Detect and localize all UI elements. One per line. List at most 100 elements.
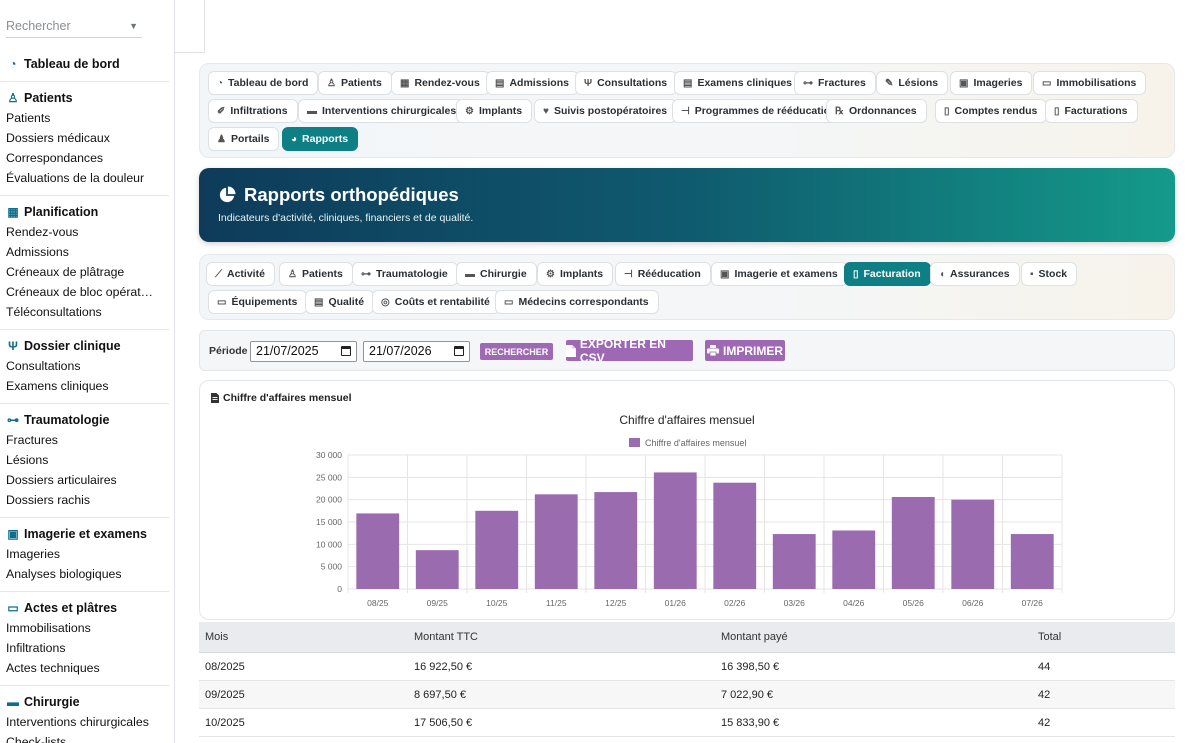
nav-tab[interactable]: ♟ Portails bbox=[208, 127, 280, 151]
report-tabs: ⟋ Activité ♙ Patients ⊶ Traumatologie ▬ Chirurg… bbox=[199, 254, 1175, 320]
table-row: 10/2025 17 506,50 € 15 833,90 € 42 bbox=[199, 709, 1175, 737]
page-subtitle: Indicateurs d'activité, cliniques, finan… bbox=[218, 212, 474, 224]
nav-tab[interactable]: Ψ Consultations bbox=[575, 71, 678, 95]
nav-tab[interactable]: ▤ Qualité bbox=[305, 290, 375, 314]
nav-tab-label: Interventions chirurgicales bbox=[322, 105, 457, 117]
monitor-icon: ▭ bbox=[217, 296, 227, 308]
nav-tab[interactable]: ⊣ Rééducation bbox=[615, 262, 711, 286]
sidebar-item[interactable]: Lésions bbox=[6, 453, 49, 467]
nav-tab[interactable]: ▤ Admissions bbox=[486, 71, 579, 95]
sidebar-item[interactable]: Dossiers médicaux bbox=[6, 131, 110, 145]
nav-tab[interactable]: ◕ Rapports bbox=[282, 127, 359, 151]
nav-tab[interactable]: ▬ Interventions chirurgicales bbox=[298, 99, 467, 123]
nav-tab[interactable]: ⟋ Activité bbox=[206, 262, 275, 286]
nav-tab[interactable]: ♥ Suivis postopératoires bbox=[534, 99, 678, 123]
sidebar-item[interactable]: Check-lists bbox=[6, 735, 67, 743]
coins-icon: ◎ bbox=[381, 296, 390, 308]
sidebar-item[interactable]: Créneaux de plâtrage bbox=[6, 265, 125, 279]
chevron-down-icon[interactable]: ▼ bbox=[129, 21, 138, 31]
x-tick-label: 01/26 bbox=[665, 598, 687, 608]
nav-tab[interactable]: ▭ Immobilisations bbox=[1033, 71, 1147, 95]
x-tick-label: 06/26 bbox=[962, 598, 984, 608]
nav-tab[interactable]: ▭ Équipements bbox=[208, 290, 308, 314]
nav-tab[interactable]: ▯ Facturations bbox=[1045, 99, 1138, 123]
nav-tab-label: Suivis postopératoires bbox=[553, 105, 668, 117]
nav-tab-label: Lésions bbox=[898, 77, 939, 89]
nav-tab[interactable]: ▣ Imageries bbox=[950, 71, 1033, 95]
sidebar-section-header[interactable]: ▦ Planification bbox=[0, 202, 169, 222]
print-button[interactable]: IMPRIMER bbox=[705, 340, 785, 361]
sidebar-section-header[interactable]: ▭ Actes et plâtres bbox=[0, 598, 169, 618]
search-button[interactable]: RECHERCHER bbox=[480, 343, 553, 360]
nav-tab[interactable]: ♙ Patients bbox=[318, 71, 392, 95]
table-header-cell[interactable]: Mois bbox=[205, 631, 229, 643]
file-csv-icon bbox=[566, 344, 576, 357]
sidebar-section-header[interactable]: Ψ Dossier clinique bbox=[0, 336, 169, 356]
sidebar-item[interactable]: Interventions chirurgicales bbox=[6, 715, 149, 729]
nav-tab[interactable]: ℞ Ordonnances bbox=[826, 99, 927, 123]
nav-tab[interactable]: ▪ Stock bbox=[1021, 262, 1078, 286]
bar bbox=[415, 550, 459, 589]
sidebar-item[interactable]: Admissions bbox=[6, 245, 69, 259]
nav-tab[interactable]: ▦ Rendez-vous bbox=[391, 71, 490, 95]
nav-tab[interactable]: ▤ Examens cliniques bbox=[674, 71, 802, 95]
sidebar-item[interactable]: Actes techniques bbox=[6, 661, 100, 675]
search-input[interactable]: Rechercher ▼ bbox=[6, 15, 142, 38]
sidebar-section-header[interactable]: ♙ Patients bbox=[0, 88, 169, 108]
nav-tab[interactable]: ⊶ Traumatologie bbox=[352, 262, 458, 286]
sidebar-item[interactable]: Rendez-vous bbox=[6, 225, 79, 239]
sidebar-item[interactable]: Téléconsultations bbox=[6, 305, 102, 319]
nav-tab[interactable]: ⚙ Implants bbox=[537, 262, 614, 286]
sidebar-item[interactable]: Immobilisations bbox=[6, 621, 91, 635]
nav-tab[interactable]: ⊶ Fractures bbox=[794, 71, 876, 95]
sidebar-section-header[interactable]: ◔ Tableau de bord bbox=[0, 54, 169, 74]
nav-tab[interactable]: ▯ Comptes rendus bbox=[935, 99, 1048, 123]
chart-line-icon: ⟋ bbox=[215, 268, 222, 280]
nav-tab[interactable]: ▭ Médecins correspondants bbox=[495, 290, 659, 314]
nav-tab[interactable]: ▬ Chirurgie bbox=[456, 262, 537, 286]
nav-tab[interactable]: ◖ Assurances bbox=[930, 262, 1020, 286]
nav-tab-label: Assurances bbox=[950, 268, 1010, 280]
table-header-cell[interactable]: Total bbox=[1038, 631, 1062, 643]
bed-icon: ▬ bbox=[7, 695, 19, 709]
date-from-input[interactable]: 21/07/2025 bbox=[250, 341, 357, 362]
sidebar-item[interactable]: Correspondances bbox=[6, 151, 104, 165]
nav-tab[interactable]: ♙ Patients bbox=[279, 262, 353, 286]
sidebar-item[interactable]: Créneaux de bloc opérat… bbox=[6, 285, 153, 299]
sidebar-item[interactable]: Imageries bbox=[6, 547, 60, 561]
sidebar-item[interactable]: Examens cliniques bbox=[6, 379, 109, 393]
revenue-table: Mois Montant TTC Montant payé Total 08/2025 1… bbox=[199, 622, 1175, 737]
table-header-cell[interactable]: Montant TTC bbox=[414, 631, 478, 643]
nav-tab[interactable]: ◎ Coûts et rentabilité bbox=[372, 290, 500, 314]
calendar-icon[interactable] bbox=[454, 346, 464, 356]
sidebar-section-header[interactable]: ▬ Chirurgie bbox=[0, 692, 169, 712]
bandage-icon: ▭ bbox=[7, 601, 19, 615]
calendar-icon[interactable] bbox=[341, 346, 351, 356]
sidebar-item[interactable]: Analyses biologiques bbox=[6, 567, 122, 581]
sidebar-item[interactable]: Dossiers articulaires bbox=[6, 473, 117, 487]
sidebar-item[interactable]: Patients bbox=[6, 111, 51, 125]
date-to-input[interactable]: 21/07/2026 bbox=[363, 341, 470, 362]
nav-tab[interactable]: ▣ Imagerie et examens bbox=[711, 262, 848, 286]
users-icon: ♟ bbox=[217, 133, 226, 145]
nav-tab[interactable]: ⊣ Programmes de rééducation bbox=[672, 99, 847, 123]
sidebar-section-header[interactable]: ▣ Imagerie et examens bbox=[0, 524, 169, 544]
nav-tab-label: Portails bbox=[230, 133, 270, 145]
card-title: Chiffre d'affaires mensuel bbox=[223, 392, 352, 404]
gears-icon: ⚙ bbox=[546, 268, 555, 280]
nav-tab-label: Ordonnances bbox=[848, 105, 917, 117]
y-tick-label: 15 000 bbox=[316, 517, 342, 527]
sidebar-item[interactable]: Infiltrations bbox=[6, 641, 66, 655]
table-header-cell[interactable]: Montant payé bbox=[721, 631, 788, 643]
export-csv-button[interactable]: EXPORTER EN CSV bbox=[566, 337, 693, 365]
sidebar-item[interactable]: Évaluations de la douleur bbox=[6, 171, 145, 185]
nav-tab[interactable]: ⚙ Implants bbox=[456, 99, 533, 123]
nav-tab[interactable]: ✐ Infiltrations bbox=[208, 99, 298, 123]
nav-tab[interactable]: ✎ Lésions bbox=[876, 71, 949, 95]
sidebar-section-header[interactable]: ⊶ Traumatologie bbox=[0, 410, 169, 430]
nav-tab[interactable]: ▯ Facturation bbox=[844, 262, 931, 286]
sidebar-item[interactable]: Fractures bbox=[6, 433, 58, 447]
sidebar-item[interactable]: Consultations bbox=[6, 359, 81, 373]
sidebar-item[interactable]: Dossiers rachis bbox=[6, 493, 91, 507]
nav-tab[interactable]: ◔ Tableau de bord bbox=[208, 71, 319, 95]
